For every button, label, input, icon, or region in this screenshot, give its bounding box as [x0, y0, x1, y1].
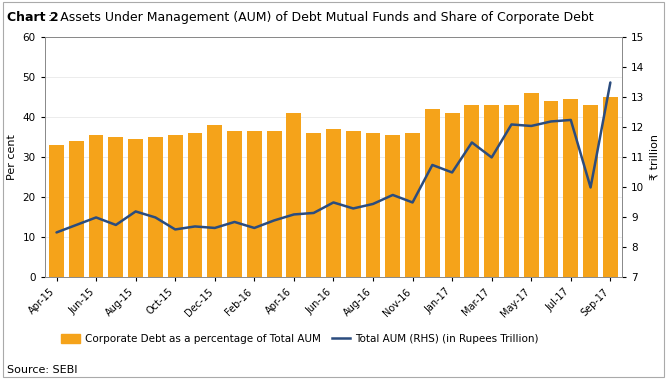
Bar	[346, 132, 361, 277]
Bar	[128, 139, 143, 277]
Bar	[306, 133, 321, 277]
Text: :  Assets Under Management (AUM) of Debt Mutual Funds and Share of Corporate Deb: : Assets Under Management (AUM) of Debt …	[48, 11, 594, 24]
Bar	[603, 97, 618, 277]
Bar	[49, 146, 64, 277]
Y-axis label: Per cent: Per cent	[7, 135, 17, 180]
Bar	[366, 133, 380, 277]
Bar	[583, 105, 598, 277]
Text: Chart 2: Chart 2	[7, 11, 58, 24]
Bar	[227, 132, 242, 277]
Bar	[168, 135, 183, 277]
Bar	[405, 133, 420, 277]
Bar	[247, 132, 261, 277]
Bar	[326, 130, 341, 277]
Bar	[484, 105, 499, 277]
Bar	[445, 113, 460, 277]
Bar	[524, 94, 539, 277]
Bar	[267, 132, 281, 277]
Bar	[386, 135, 400, 277]
Bar	[544, 102, 558, 277]
Bar	[504, 105, 519, 277]
Bar	[207, 125, 222, 277]
Bar	[69, 141, 84, 277]
Bar	[564, 99, 578, 277]
Bar	[109, 138, 123, 277]
Y-axis label: ₹ trillion: ₹ trillion	[650, 135, 660, 180]
Bar	[187, 133, 202, 277]
Bar	[148, 138, 163, 277]
Bar	[89, 135, 103, 277]
Bar	[464, 105, 480, 277]
Text: Source: SEBI: Source: SEBI	[7, 365, 77, 375]
Bar	[425, 110, 440, 277]
Bar	[286, 113, 301, 277]
Legend: Corporate Debt as a percentage of Total AUM, Total AUM (RHS) (in Rupees Trillion: Corporate Debt as a percentage of Total …	[58, 331, 542, 347]
